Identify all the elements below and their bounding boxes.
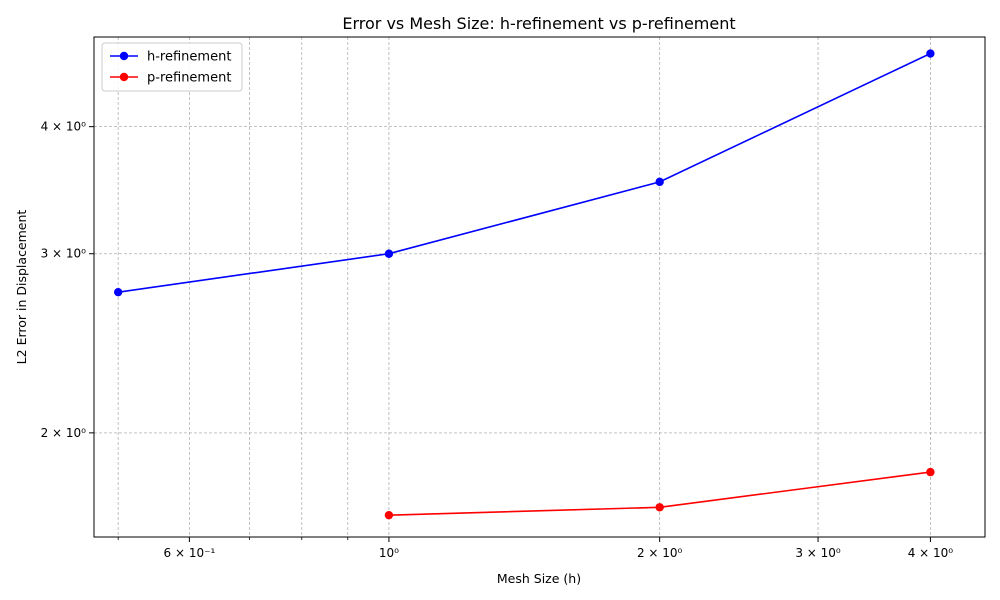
grid [94, 37, 985, 537]
legend-label: h-refinement [147, 50, 231, 65]
legend-marker [119, 51, 129, 61]
y-axis-label: L2 Error in Displacement [14, 210, 29, 365]
data-point-h-refinement [113, 287, 123, 297]
plot-frame [93, 36, 986, 538]
y-tick-label: 2 × 10⁰ [41, 426, 87, 440]
data-point-p-refinement [655, 503, 664, 512]
x-tick-label: 3 × 10⁰ [795, 546, 841, 560]
legend-label: p-refinement [147, 71, 231, 86]
y-tick-label: 4 × 10⁰ [41, 120, 87, 134]
data-point-h-refinement [655, 177, 664, 187]
x-tick-label: 4 × 10⁰ [908, 546, 954, 560]
legend: h-refinement p-refinement [101, 42, 243, 92]
data-point-p-refinement [926, 467, 935, 477]
data-point-p-refinement [384, 510, 394, 520]
x-tick-label: 10⁰ [379, 546, 399, 560]
x-axis-label: Mesh Size (h) [497, 571, 581, 586]
series-layer [113, 49, 935, 520]
series-line-h-refinement [118, 52, 931, 293]
data-point-h-refinement [384, 249, 394, 258]
data-point-h-refinement [926, 49, 935, 58]
y-tick-label: 3 × 10⁰ [41, 247, 87, 261]
chart-title: Error vs Mesh Size: h-refinement vs p-re… [342, 14, 735, 33]
axis-ticks: 6 × 10⁻¹ 10⁰ 2 × 10⁰ 3 × 10⁰ 4 × 10⁰ 2 × 10⁰ 3… [41, 120, 954, 560]
x-tick-label: 6 × 10⁻¹ [164, 546, 216, 560]
legend-marker [119, 72, 129, 82]
legend-box [101, 42, 243, 92]
x-tick-label: 2 × 10⁰ [637, 546, 683, 560]
